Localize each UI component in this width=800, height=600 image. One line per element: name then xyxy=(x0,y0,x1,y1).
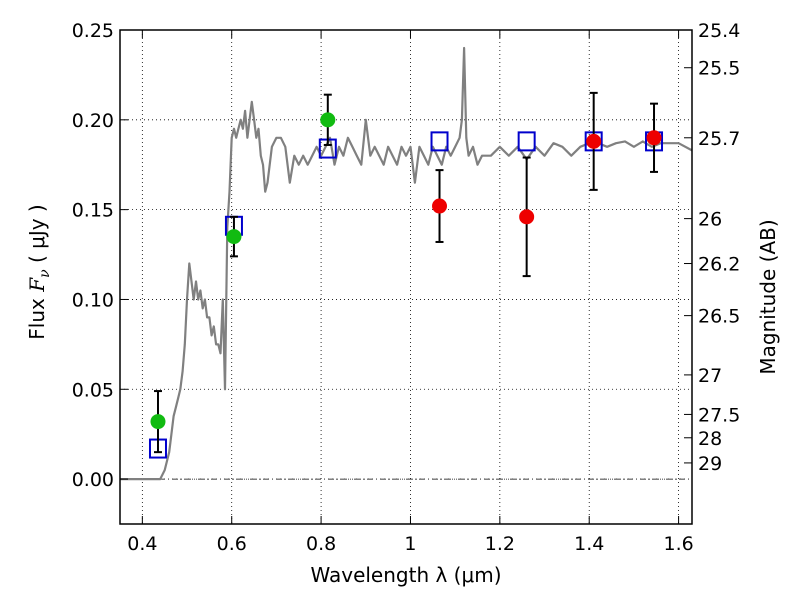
plot-frame xyxy=(119,29,693,525)
x-tick-label: 0.4 xyxy=(127,533,157,555)
x-tick-label: 1 xyxy=(404,533,416,555)
ticks: 0.4 0.6 0.8 1 1.2 1.4 1.6 0.00 0.05 0.10 0.15 0.20 0… xyxy=(72,20,741,555)
y-axis-right-label: Magnitude (AB) xyxy=(756,219,780,374)
data-point xyxy=(150,414,166,430)
y-right-tick-label: 25.5 xyxy=(698,58,740,80)
model-sed-line xyxy=(120,46,693,481)
data-point xyxy=(320,112,336,128)
y-tick-label: 0.25 xyxy=(72,20,114,42)
x-tick-label: 0.6 xyxy=(217,533,247,555)
y-right-tick-label: 27.5 xyxy=(698,404,740,426)
x-tick-label: 1.4 xyxy=(574,533,604,555)
data-point xyxy=(519,209,535,225)
x-axis-label: Wavelength λ (μm) xyxy=(310,563,501,587)
model-photometry-square xyxy=(517,131,536,152)
y-right-tick-label: 28 xyxy=(698,428,722,450)
y-tick-label: 0.20 xyxy=(72,110,114,132)
y-tick-label: 0.00 xyxy=(72,469,114,491)
grid xyxy=(120,29,692,524)
y-tick-label: 0.15 xyxy=(72,200,114,222)
y-right-tick-label: 26.2 xyxy=(698,254,740,276)
x-tick-label: 1.6 xyxy=(663,533,693,555)
y-right-tick-label: 25.4 xyxy=(698,20,740,42)
x-tick-label: 0.8 xyxy=(306,533,336,555)
y-right-tick-label: 26.5 xyxy=(698,306,740,328)
y-right-tick-label: 26 xyxy=(698,209,722,231)
data-point xyxy=(432,198,448,214)
y-right-tick-label: 29 xyxy=(698,453,722,475)
x-tick-label: 1.2 xyxy=(485,533,515,555)
y-right-tick-label: 25.7 xyxy=(698,128,740,150)
y-right-tick-label: 27 xyxy=(698,365,722,387)
plot-area xyxy=(120,46,693,481)
y-tick-label: 0.05 xyxy=(72,379,114,401)
data-point xyxy=(586,133,602,149)
data-point xyxy=(226,229,242,245)
model-photometry-square xyxy=(430,131,449,152)
y-axis-label: Flux Fν ( μJy ) xyxy=(25,204,53,339)
data-point xyxy=(646,130,662,146)
y-tick-label: 0.10 xyxy=(72,289,114,311)
